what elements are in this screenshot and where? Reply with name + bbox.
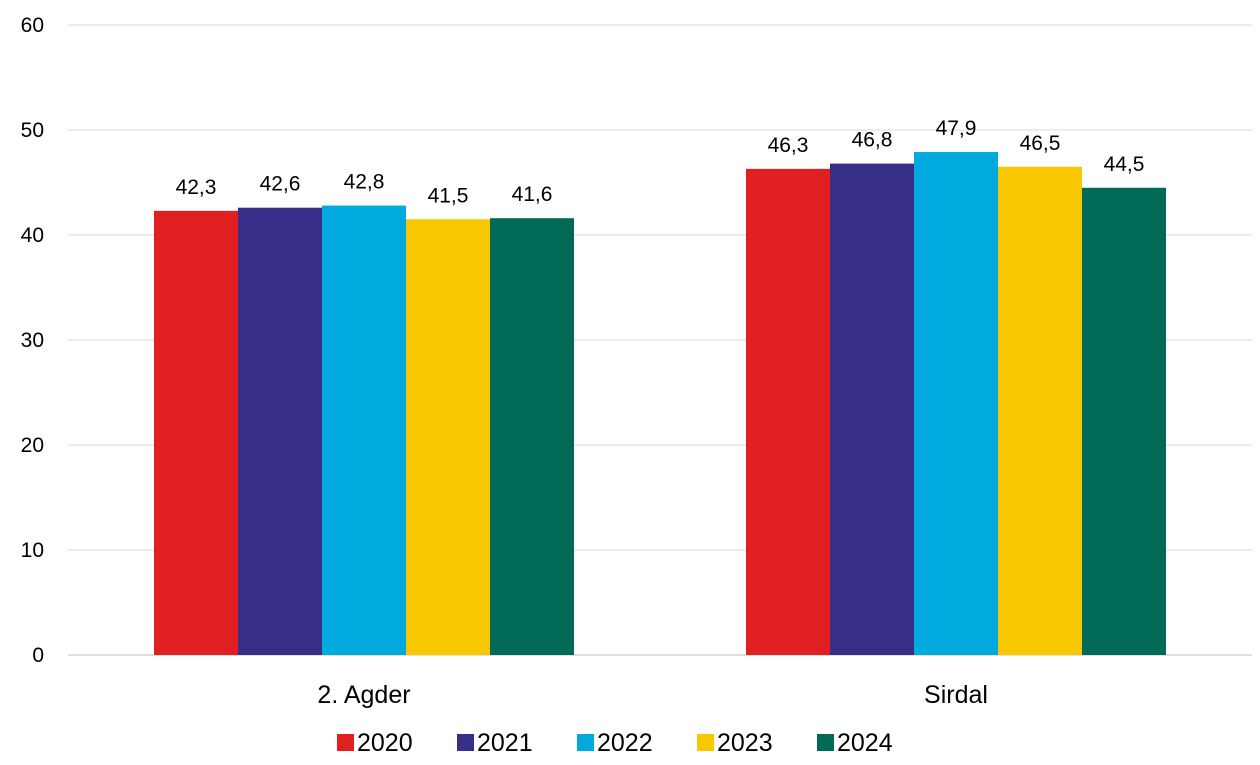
y-tick-label: 40	[21, 224, 44, 247]
bar-2021-1	[830, 163, 914, 655]
legend-label: 2020	[357, 729, 413, 757]
y-tick-label: 30	[21, 329, 44, 352]
data-label: 44,5	[1104, 153, 1145, 176]
x-category-label: Sirdal	[924, 681, 988, 709]
legend-swatch	[337, 734, 354, 751]
legend-label: 2023	[717, 729, 773, 757]
axis-layer: 0 10 20 30 40 50 60 2. Agder Sirdal	[21, 14, 988, 709]
data-labels-layer: 42,3 42,6 42,8 41,5 41,6 46,3 46,8 47,9 46,5 44,5	[176, 117, 1145, 207]
bar-2023-0	[406, 219, 490, 655]
legend-label: 2024	[837, 729, 893, 757]
y-tick-label: 20	[21, 434, 44, 457]
legend-label: 2021	[477, 729, 533, 757]
bar-2022-0	[322, 205, 406, 655]
bar-2020-0	[154, 210, 238, 655]
bar-2024-1	[1082, 187, 1166, 655]
y-tick-label: 60	[21, 14, 44, 37]
data-label: 42,3	[176, 176, 217, 199]
legend-label: 2022	[597, 729, 653, 757]
data-label: 42,6	[260, 173, 301, 196]
legend-swatch	[577, 734, 594, 751]
legend-swatch	[697, 734, 714, 751]
legend: 2020 2021 2022 2023 2024	[337, 729, 893, 757]
bar-2022-1	[914, 152, 998, 656]
data-label: 46,5	[1020, 132, 1061, 155]
legend-swatch	[457, 734, 474, 751]
bar-2024-0	[490, 218, 574, 655]
data-label: 46,3	[768, 134, 809, 157]
bar-2023-1	[998, 166, 1082, 655]
y-tick-label: 0	[32, 644, 44, 667]
y-tick-label: 50	[21, 119, 44, 142]
bars-layer	[154, 152, 1166, 656]
data-label: 41,6	[512, 183, 553, 206]
bar-2021-0	[238, 207, 322, 655]
x-category-label: 2. Agder	[317, 681, 410, 709]
legend-swatch	[817, 734, 834, 751]
data-label: 42,8	[344, 171, 385, 194]
data-label: 41,5	[428, 184, 469, 207]
y-tick-label: 10	[21, 539, 44, 562]
data-label: 47,9	[936, 117, 977, 140]
bar-2020-1	[746, 168, 830, 655]
data-label: 46,8	[852, 129, 893, 152]
